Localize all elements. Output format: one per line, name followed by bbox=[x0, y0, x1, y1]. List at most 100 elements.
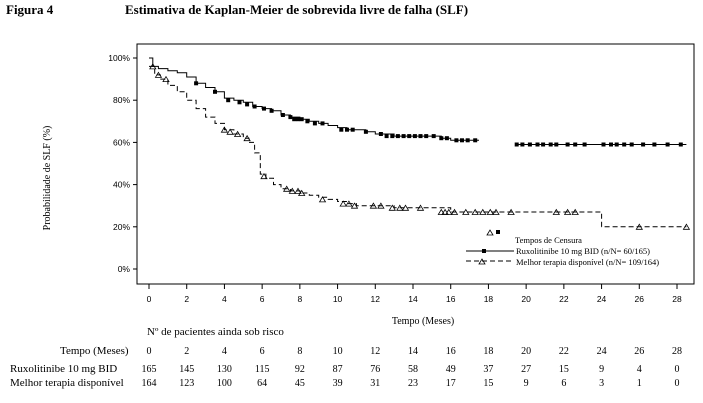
plot-frame bbox=[136, 43, 695, 285]
censor-marker-square bbox=[641, 142, 646, 147]
risk-cell: 165 bbox=[142, 364, 157, 375]
y-tick-label: 20% bbox=[113, 222, 130, 232]
censor-marker-square bbox=[465, 138, 470, 143]
risk-time-value: 16 bbox=[446, 346, 456, 357]
legend-censor-title: Tempos de Censura bbox=[515, 235, 582, 245]
censor-marker-square bbox=[573, 142, 578, 147]
x-axis-title: Tempo (Meses) bbox=[392, 316, 454, 327]
censor-marker-square bbox=[652, 142, 657, 147]
censor-marker-square bbox=[299, 117, 304, 122]
censor-marker-square bbox=[390, 134, 395, 139]
censor-marker-triangle bbox=[462, 208, 470, 215]
y-axis-title: Probabilidade de SLF (%) bbox=[42, 126, 53, 231]
series-melhor-terapia bbox=[149, 63, 691, 230]
censor-marker-triangle bbox=[563, 208, 572, 215]
x-tick-label: 0 bbox=[147, 294, 152, 304]
figure-label: Figura 4 bbox=[6, 2, 54, 17]
risk-time-value: 10 bbox=[333, 346, 343, 357]
legend-label-ruxolitinibe: Ruxolitinibe 10 mg BID (n/N= 60/165) bbox=[516, 246, 650, 256]
censor-marker-square bbox=[601, 142, 606, 147]
risk-cell: 37 bbox=[483, 364, 493, 375]
censor-marker-triangle bbox=[226, 128, 234, 135]
x-tick-label: 2 bbox=[184, 294, 189, 304]
censor-marker-square bbox=[609, 142, 613, 147]
risk-cell: 1 bbox=[637, 378, 642, 389]
y-axis: 0% 20% 40% 60% 80% 100% bbox=[108, 53, 137, 274]
risk-table: Nº de pacientes ainda sob risco Tempo (M… bbox=[10, 326, 682, 389]
legend-label-mtd: Melhor terapia disponível (n/N= 109/164) bbox=[516, 257, 659, 267]
risk-cell: 27 bbox=[521, 364, 531, 375]
risk-cell: 130 bbox=[217, 364, 232, 375]
censor-marker-square bbox=[401, 134, 406, 139]
risk-cell: 58 bbox=[408, 364, 418, 375]
censor-marker-triangle bbox=[507, 208, 515, 215]
x-tick-label: 20 bbox=[521, 294, 531, 304]
risk-cell: 145 bbox=[179, 364, 194, 375]
censor-marker-square bbox=[565, 142, 570, 147]
censor-marker-square bbox=[527, 142, 532, 147]
censor-marker-triangle bbox=[369, 202, 378, 209]
censor-marker-square bbox=[350, 127, 355, 132]
risk-cell: 45 bbox=[295, 378, 305, 389]
censor-marker-square bbox=[237, 100, 242, 105]
risk-table-title: Nº de pacientes ainda sob risco bbox=[147, 326, 284, 338]
risk-cell: 17 bbox=[446, 378, 456, 389]
risk-cell: 164 bbox=[142, 378, 157, 389]
x-tick-label: 18 bbox=[484, 294, 494, 304]
censor-marker-square bbox=[412, 134, 417, 139]
censor-marker-square bbox=[473, 138, 478, 143]
series-line bbox=[149, 65, 687, 228]
y-tick-label: 0% bbox=[118, 264, 131, 274]
censor-marker-square bbox=[582, 142, 587, 147]
x-tick-label: 4 bbox=[222, 294, 227, 304]
risk-row-label-ruxolitinibe: Ruxolitinibe 10 mg BID bbox=[10, 363, 117, 375]
risk-cell: 92 bbox=[295, 364, 305, 375]
risk-cell: 23 bbox=[408, 378, 418, 389]
x-tick-label: 28 bbox=[672, 294, 682, 304]
y-tick-label: 40% bbox=[113, 180, 130, 190]
censor-marker-triangle bbox=[345, 200, 353, 207]
risk-time-value: 8 bbox=[297, 346, 302, 357]
risk-cell: 31 bbox=[370, 378, 380, 389]
risk-cell: 115 bbox=[255, 364, 270, 375]
risk-time-value: 12 bbox=[370, 346, 380, 357]
censor-marker-square bbox=[444, 136, 449, 141]
censor-marker-square bbox=[292, 117, 297, 122]
censor-marker-triangle bbox=[339, 200, 347, 207]
risk-cell: 64 bbox=[257, 378, 267, 389]
censor-marker-square bbox=[288, 115, 293, 120]
legend-marker-mtd bbox=[478, 258, 486, 265]
censor-marker-square bbox=[194, 81, 199, 86]
risk-time-label: Tempo (Meses) bbox=[60, 345, 129, 357]
series-layer bbox=[149, 57, 691, 230]
censor-marker-square bbox=[384, 134, 389, 139]
x-tick-label: 24 bbox=[597, 294, 607, 304]
censor-marker-triangle bbox=[282, 185, 291, 192]
x-tick-label: 14 bbox=[408, 294, 418, 304]
figure-title: Estimativa de Kaplan-Meier de sobrevida … bbox=[125, 2, 469, 17]
risk-time-value: 28 bbox=[672, 346, 682, 357]
censor-marker-square bbox=[407, 134, 412, 139]
censor-marker-square bbox=[345, 127, 349, 132]
censor-marker-triangle bbox=[288, 187, 297, 194]
risk-time-value: 6 bbox=[260, 346, 265, 357]
legend-censor-triangle bbox=[486, 229, 494, 236]
risk-cell: 6 bbox=[561, 378, 566, 389]
censor-marker-square bbox=[262, 106, 266, 111]
risk-time-value: 22 bbox=[559, 346, 569, 357]
risk-cell: 9 bbox=[599, 364, 604, 375]
censor-marker-square bbox=[514, 142, 519, 147]
risk-time-value: 0 bbox=[147, 346, 152, 357]
censor-marker-triangle bbox=[416, 204, 425, 211]
censor-marker-triangle bbox=[682, 223, 691, 230]
censor-marker-triangle bbox=[233, 130, 242, 137]
y-tick-label: 80% bbox=[113, 95, 130, 105]
censor-marker-square bbox=[665, 142, 670, 147]
risk-time-value: 24 bbox=[597, 346, 607, 357]
series-line bbox=[149, 57, 479, 141]
legend-censor-square bbox=[496, 230, 500, 234]
censor-marker-square bbox=[269, 108, 274, 113]
censor-marker-square bbox=[245, 102, 250, 107]
censor-marker-square bbox=[213, 89, 217, 94]
censor-marker-triangle bbox=[388, 204, 397, 211]
